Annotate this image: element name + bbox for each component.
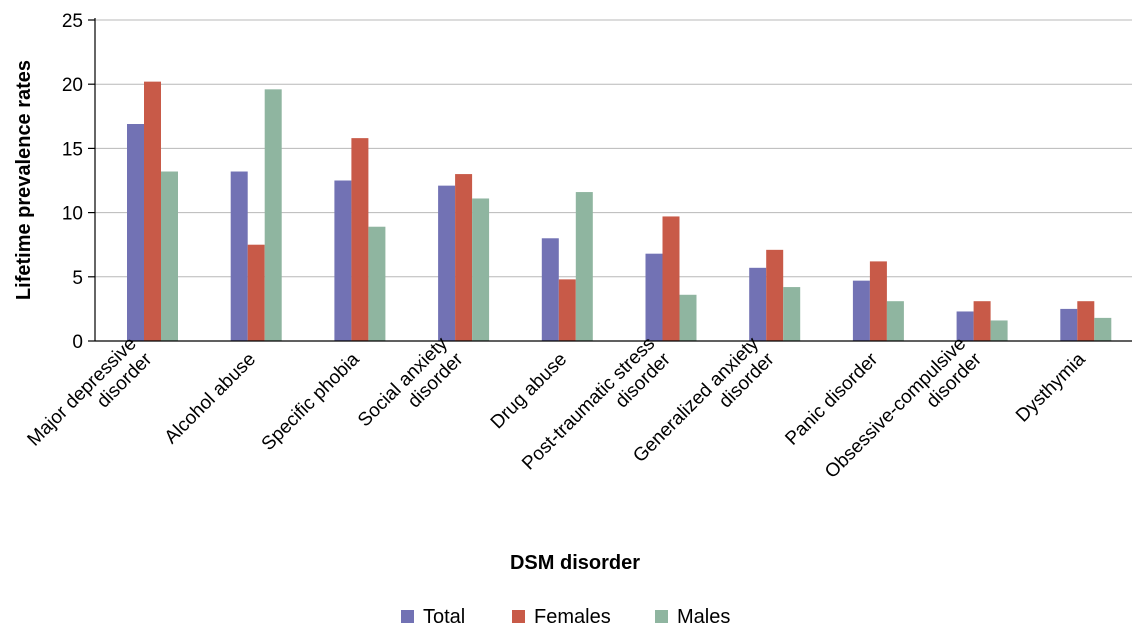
x-axis-title: DSM disorder bbox=[510, 552, 640, 574]
bar-total-0 bbox=[127, 124, 144, 341]
y-tick-label: 15 bbox=[62, 139, 83, 160]
bar-males-4 bbox=[575, 192, 593, 341]
bar-males-3 bbox=[472, 198, 490, 341]
bar-females-1 bbox=[247, 244, 265, 341]
legend-label-total: Total bbox=[423, 606, 465, 628]
bar-females-7 bbox=[869, 261, 887, 341]
axes-layer bbox=[88, 18, 1132, 342]
bar-females-4 bbox=[558, 279, 576, 341]
bar-females-3 bbox=[455, 174, 473, 341]
bar-females-5 bbox=[662, 216, 680, 341]
bar-total-7 bbox=[852, 280, 870, 341]
x-tick-label-line: Specific phobia bbox=[258, 349, 364, 455]
y-tick-label: 0 bbox=[72, 332, 83, 353]
x-tick-label: Dysthymia bbox=[1012, 349, 1090, 427]
bar-total-3 bbox=[438, 185, 456, 341]
y-tick-label: 10 bbox=[62, 204, 83, 225]
bar-total-5 bbox=[645, 253, 663, 341]
grid-layer bbox=[95, 19, 1132, 278]
bar-total-4 bbox=[541, 238, 559, 341]
bar-females-6 bbox=[766, 249, 784, 341]
bar-males-0 bbox=[161, 171, 178, 341]
y-tick-labels: 0 5 10 15 20 25 bbox=[62, 11, 83, 353]
bar-females-0 bbox=[144, 81, 161, 341]
legend-swatch-males bbox=[655, 610, 668, 623]
y-tick-label: 25 bbox=[62, 11, 83, 32]
legend-label-males: Males bbox=[677, 606, 730, 628]
bars-layer bbox=[127, 81, 1112, 341]
x-tick-label: Specific phobia bbox=[258, 349, 364, 455]
bar-males-7 bbox=[886, 301, 904, 341]
bar-females-8 bbox=[973, 301, 991, 341]
bar-females-9 bbox=[1077, 301, 1095, 341]
bar-males-5 bbox=[679, 294, 697, 341]
bar-total-6 bbox=[749, 267, 767, 341]
x-tick-label-line: Alcohol abuse bbox=[161, 349, 260, 448]
y-tick-label: 20 bbox=[62, 75, 83, 96]
legend-swatch-total bbox=[401, 610, 414, 623]
bar-males-1 bbox=[264, 89, 282, 341]
bar-total-9 bbox=[1060, 308, 1078, 341]
x-tick-label-line: Dysthymia bbox=[1012, 349, 1090, 427]
y-axis-title: Lifetime prevalence rates bbox=[13, 60, 35, 300]
bar-females-2 bbox=[351, 138, 369, 341]
bar-total-8 bbox=[956, 311, 974, 341]
bar-males-9 bbox=[1094, 317, 1112, 341]
bar-total-2 bbox=[334, 180, 352, 341]
bar-total-1 bbox=[230, 171, 248, 341]
bar-males-6 bbox=[783, 287, 801, 341]
x-tick-label-line: Obsessive-compulsive bbox=[821, 333, 970, 482]
bar-males-8 bbox=[990, 320, 1008, 341]
bar-males-2 bbox=[368, 226, 386, 341]
y-tick-label: 5 bbox=[72, 268, 83, 289]
legend: Total Females Males bbox=[401, 606, 730, 628]
legend-label-females: Females bbox=[534, 606, 611, 628]
legend-swatch-females bbox=[512, 610, 525, 623]
x-tick-label: Alcohol abuse bbox=[161, 349, 260, 448]
